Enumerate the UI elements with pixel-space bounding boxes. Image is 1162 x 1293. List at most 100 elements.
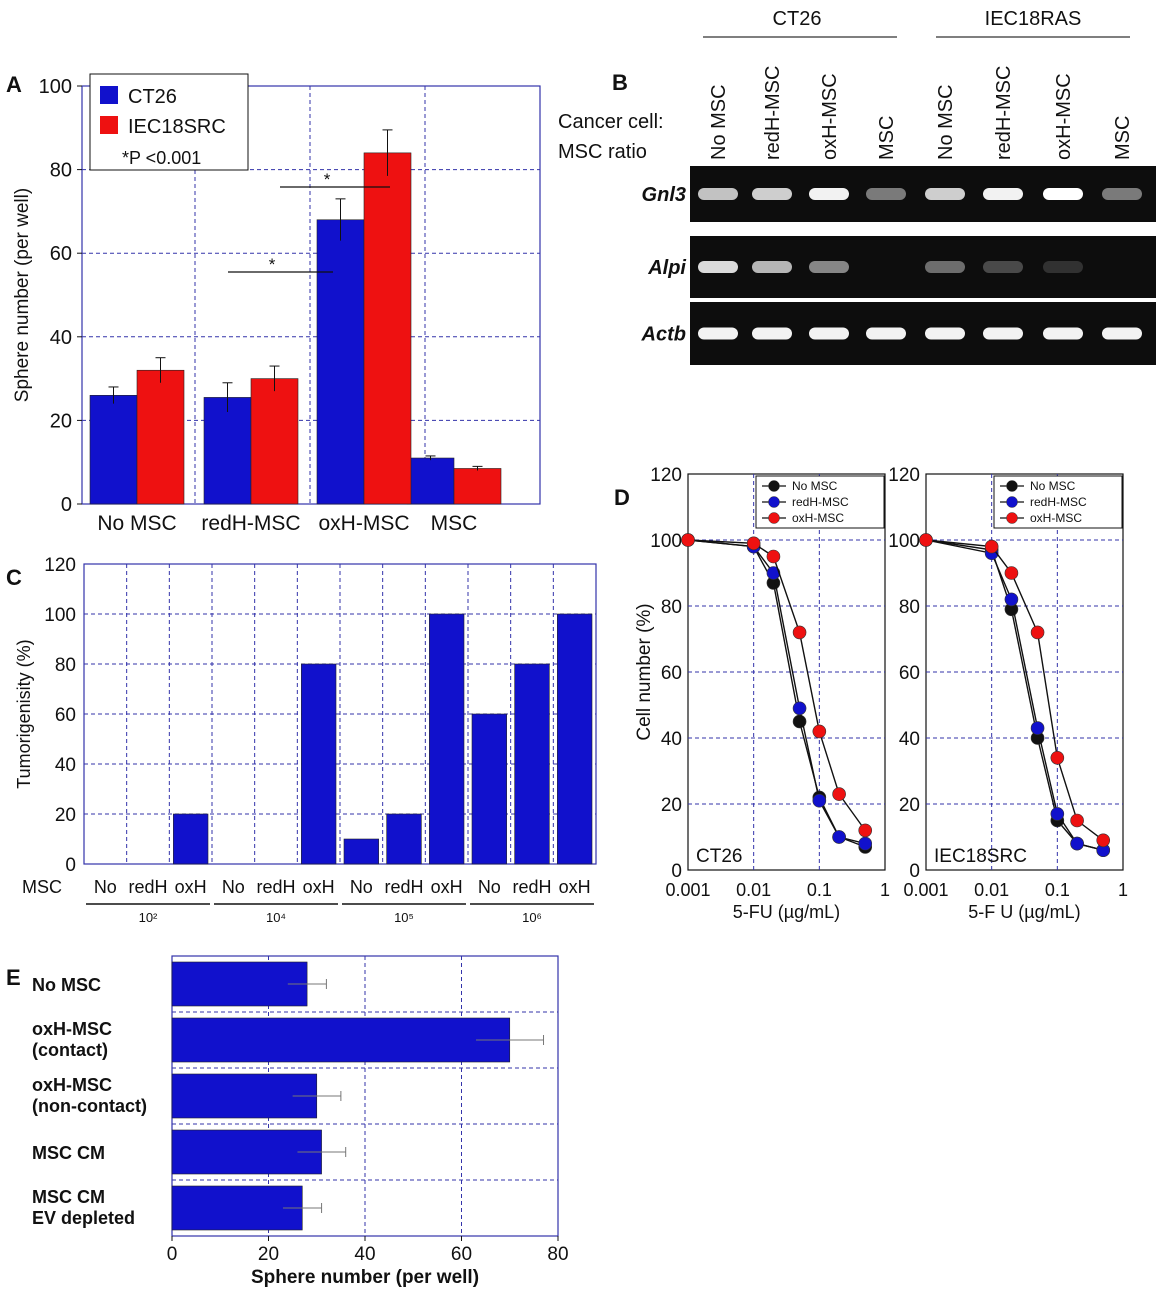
legend-marker [1006,480,1018,492]
bar [343,838,379,865]
gel-band [1102,188,1142,200]
row-title: MSC ratio [558,141,647,163]
group-label: 10⁵ [394,910,414,925]
data-point [832,830,846,844]
legend-marker [1006,512,1018,524]
x-tick-label: 0.01 [974,880,1009,900]
x-category-label: redH [384,877,423,897]
y-axis-label: Cell number (%) [634,603,655,740]
bar [363,152,412,505]
row-title: Cancer cell: [558,111,664,133]
x-category-label: redH-MSC [201,512,300,535]
y-tick-label: 80 [55,655,76,676]
data-point [766,549,781,564]
y-category-label: No MSC [32,975,101,995]
lane-label: MSC [876,116,898,160]
legend-label: IEC18SRC [128,116,226,138]
bar [557,613,593,865]
y-tick-label: 60 [661,663,682,684]
panel-a-chart: 0 20 40 60 80 100 Sphere number (per well) No M… [12,73,541,535]
y-tick-label: 100 [650,531,682,552]
bar [316,219,365,505]
y-category-label: (contact) [32,1040,108,1060]
y-category-label: MSC CM [32,1143,105,1163]
x-category-label: oxH [559,877,591,897]
data-point [1030,721,1045,735]
gel-band [866,188,906,200]
legend-swatch [100,116,118,134]
x-tick-label: 0 [167,1244,178,1265]
data-point [1050,807,1065,821]
p-value-note: *P <0.001 [122,148,201,168]
bar [250,378,299,505]
x-category-label: redH [256,877,295,897]
gel-band [698,261,738,273]
gel-band [809,327,849,340]
legend-marker [1006,496,1018,508]
x-tick-label: 0.1 [807,880,832,900]
gel-band [983,188,1023,200]
gel-band [698,327,738,340]
gel-band [752,327,792,340]
panel-label-b: B [612,70,628,95]
group-label: CT26 [773,8,822,30]
data-point [792,714,807,729]
group-label: 10⁴ [266,910,286,925]
y-tick-label: 100 [44,605,76,626]
gene-label: Alpi [647,257,686,279]
y-tick-label: 120 [650,465,682,486]
lane-label: No MSC [708,84,730,160]
y-tick-label: 80 [50,160,72,182]
bar [453,468,502,505]
bar [136,369,185,505]
x-tick-label: 1 [1118,880,1128,900]
x-axis-label: Sphere number (per well) [251,1267,479,1288]
plot-frame [81,85,541,505]
lane-label: oxH-MSC [1053,73,1075,160]
gene-label: Gnl3 [642,184,686,206]
data-point [1004,566,1019,580]
legend-marker [768,480,780,492]
x-tick-label: 20 [258,1244,279,1265]
gel-band [809,261,849,273]
group-label: IEC18RAS [985,8,1082,30]
y-category-label: MSC CM [32,1187,105,1207]
data-point [832,787,846,801]
y-category-label: oxH-MSC [32,1019,112,1039]
bar [171,1185,303,1231]
bar [171,961,308,1007]
data-point [919,533,933,547]
y-tick-label: 100 [39,76,72,98]
data-point [766,566,781,580]
y-tick-label: 60 [55,705,76,726]
bar [203,397,252,505]
data-point [812,724,827,739]
data-point [1030,625,1045,640]
bar [406,457,455,505]
legend-label: redH-MSC [1030,495,1087,509]
y-category-label: (non-contact) [32,1096,147,1116]
y-tick-label: 20 [661,795,682,816]
group-label: 10⁶ [522,910,542,925]
y-axis-label: Tumorigenisity (%) [14,639,34,788]
x-category-label: redH [128,877,167,897]
x-category-label: No MSC [97,512,176,535]
gel-band [866,327,906,340]
gel-band [1043,261,1083,273]
y-tick-label: 60 [899,663,920,684]
row-label: MSC [22,877,62,897]
series-line [925,539,1104,841]
bar [471,713,507,865]
x-tick-label: 40 [354,1244,375,1265]
gel-band [752,261,792,273]
subplot-label: IEC18SRC [934,846,1027,867]
gel-band [925,188,965,200]
x-tick-label: 0.1 [1045,880,1070,900]
legend-marker [768,512,780,524]
y-tick-label: 40 [661,729,682,750]
x-category-label: oxH [303,877,335,897]
panel-e-chart: 0 20 40 60 80 Sphere number (per well) No MSC o… [32,955,569,1288]
gel-band [925,327,965,340]
x-tick-label: 0.001 [903,880,948,900]
